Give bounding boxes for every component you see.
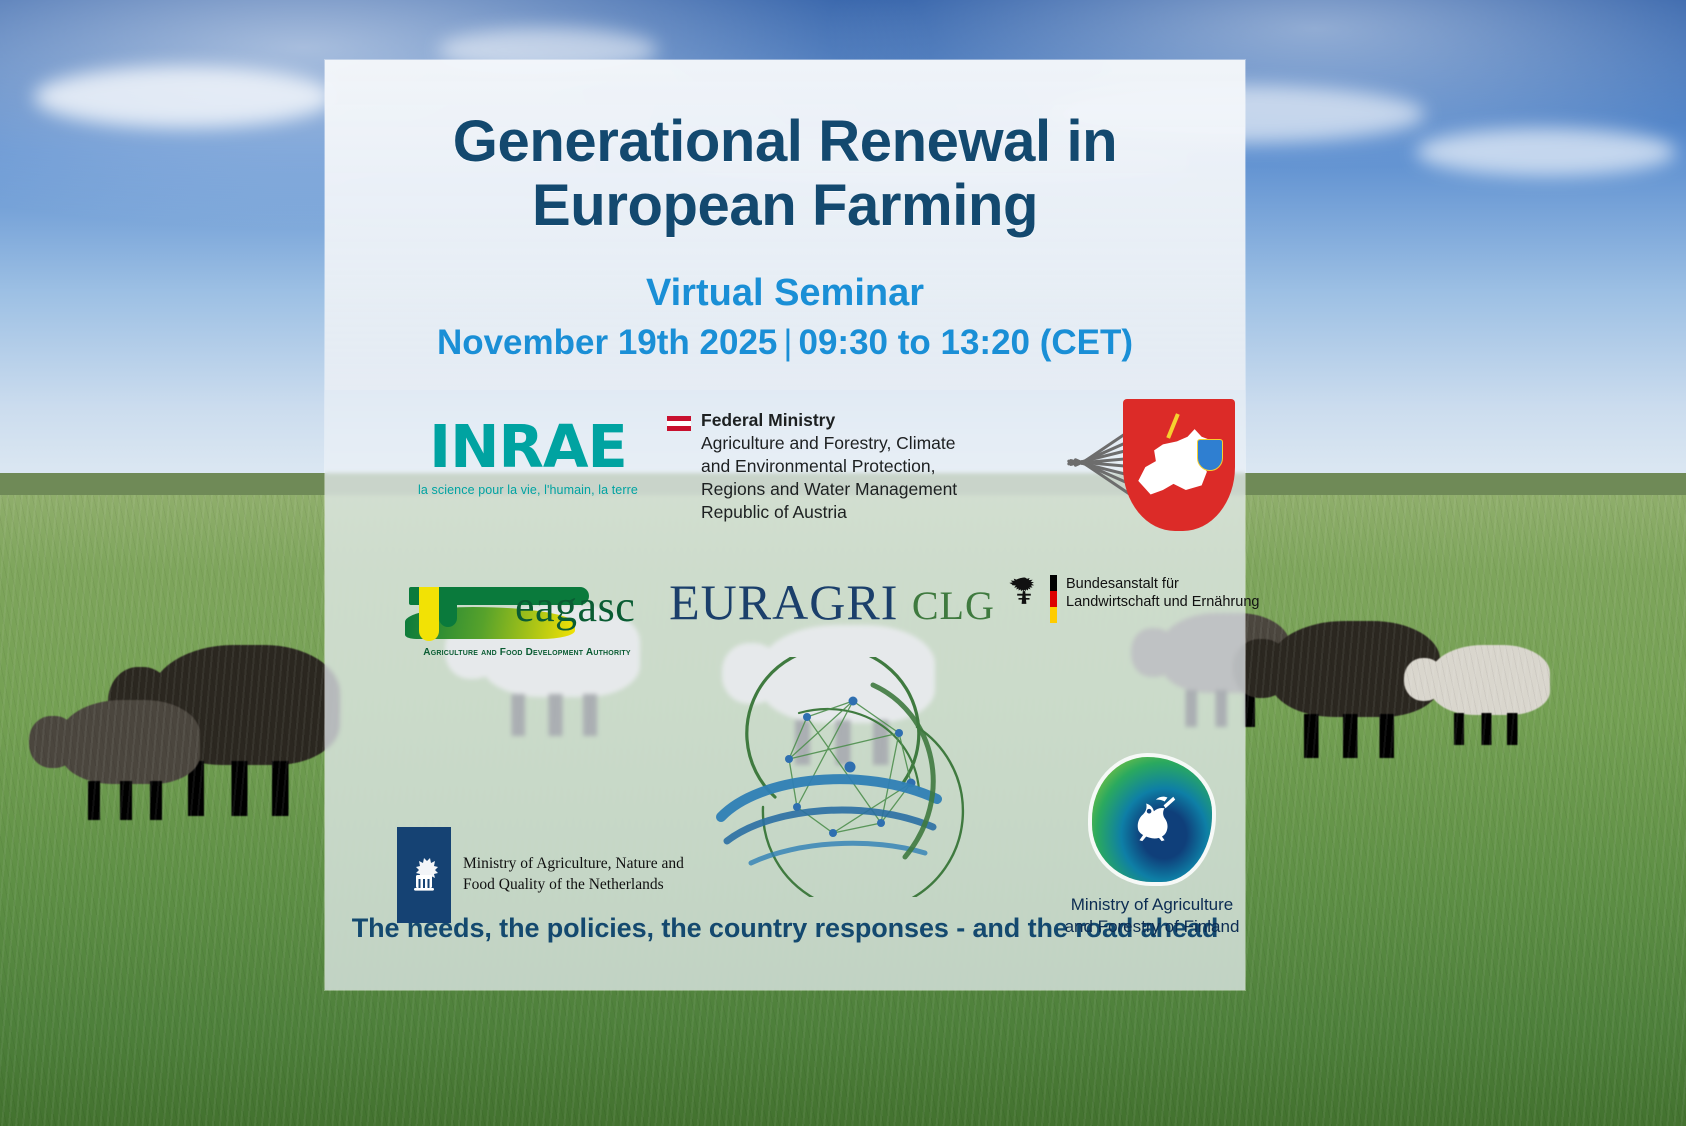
german-federal-eagle-icon bbox=[1007, 575, 1041, 609]
inrae-tagline: la science pour la vie, l'humain, la ter… bbox=[418, 482, 638, 497]
finland-line-2: and Forestry of Finland bbox=[1064, 916, 1240, 936]
logo-euragri: EURAGRI CLG bbox=[667, 577, 997, 627]
austria-line-5: Republic of Austria bbox=[701, 501, 847, 522]
event-time: 09:30 to 13:20 (CET) bbox=[798, 322, 1134, 362]
germany-flag-bar-icon bbox=[1050, 574, 1057, 623]
cow-silhouette bbox=[1403, 645, 1550, 745]
cow-silhouette bbox=[29, 700, 200, 820]
austria-ministry-text: Federal Ministry Agriculture and Forestr… bbox=[701, 409, 957, 524]
netherlands-ministry-text: Ministry of Agriculture, Nature and Food… bbox=[463, 854, 684, 894]
germany-line-1: Bundesanstalt für bbox=[1066, 575, 1179, 592]
strapline: The needs, the policies, the country res… bbox=[351, 913, 1219, 943]
logo-germany-ble: Bundesanstalt für Landwirtschaft und Ern… bbox=[1007, 574, 1277, 623]
netherlands-line-2: Food Quality of the Netherlands bbox=[463, 875, 664, 893]
lithuania-coat-of-arms-icon bbox=[1123, 398, 1235, 531]
lithuania-knight-shield bbox=[1197, 438, 1223, 471]
event-datetime: November 19th 2025 | 09:30 to 13:20 (CET) bbox=[367, 323, 1203, 363]
finland-ministry-text: Ministry of Agriculture and Forestry of … bbox=[1027, 894, 1277, 938]
logo-inrae: INRAE la science pour la vie, l'humain, … bbox=[403, 417, 653, 497]
teagasc-mark-icon: eagasc bbox=[397, 577, 657, 643]
euragri-wordmark: EURAGRI bbox=[669, 573, 899, 630]
globe-network-icon bbox=[716, 656, 965, 897]
logo-netherlands-ministry: Ministry of Agriculture, Nature and Food… bbox=[397, 826, 727, 923]
logo-finland-ministry: Ministry of Agriculture and Forestry of … bbox=[1027, 756, 1277, 938]
austria-flag-icon bbox=[667, 415, 691, 524]
page-title: Generational Renewal in European Farming bbox=[367, 110, 1203, 238]
logo-euragri-globe bbox=[667, 656, 997, 897]
teagasc-wordmark: eagasc bbox=[515, 581, 636, 631]
germany-line-2: Landwirtschaft und Ernährung bbox=[1066, 594, 1260, 611]
partner-logos: INRAE la science pour la vie, l'humain, … bbox=[367, 398, 1259, 936]
logo-teagasc: eagasc Agriculture and Food Development … bbox=[397, 577, 657, 658]
title-line-2: European Farming bbox=[532, 172, 1038, 238]
inrae-wordmark: INRAE bbox=[429, 411, 628, 481]
austria-line-1: Federal Ministry bbox=[701, 409, 836, 430]
cloud bbox=[33, 66, 334, 129]
finland-line-1: Ministry of Agriculture bbox=[1070, 894, 1234, 914]
netherlands-line-1: Ministry of Agriculture, Nature and bbox=[463, 855, 684, 873]
title-line-1: Generational Renewal in bbox=[452, 109, 1118, 174]
logo-lithuania bbox=[1067, 398, 1257, 531]
cow-silhouette bbox=[1232, 621, 1440, 758]
finland-lion-emblem-icon bbox=[1092, 756, 1212, 882]
event-date: November 19th 2025 bbox=[436, 322, 778, 362]
austria-line-3: and Environmental Protection, bbox=[701, 455, 936, 476]
germany-ble-text: Bundesanstalt für Landwirtschaft und Ern… bbox=[1066, 575, 1259, 613]
datetime-separator: | bbox=[783, 322, 793, 362]
logo-austria-ministry: Federal Ministry Agriculture and Forestr… bbox=[667, 409, 1027, 524]
poster-card: Generational Renewal in European Farming… bbox=[325, 60, 1259, 990]
austria-line-4: Regions and Water Management bbox=[701, 478, 958, 499]
austria-line-2: Agriculture and Forestry, Climate bbox=[701, 432, 956, 453]
cow-silhouette bbox=[108, 645, 340, 816]
netherlands-crest-icon bbox=[397, 826, 451, 923]
teagasc-tagline: Agriculture and Food Development Authori… bbox=[423, 646, 631, 658]
cloud bbox=[1416, 127, 1677, 176]
lithuania-knight-sword bbox=[1166, 412, 1180, 439]
euragri-wordmark-row: EURAGRI CLG bbox=[667, 577, 997, 627]
event-subtitle: Virtual Seminar bbox=[645, 271, 925, 314]
background-pasture bbox=[0, 495, 1686, 1126]
euragri-suffix: CLG bbox=[911, 582, 995, 628]
